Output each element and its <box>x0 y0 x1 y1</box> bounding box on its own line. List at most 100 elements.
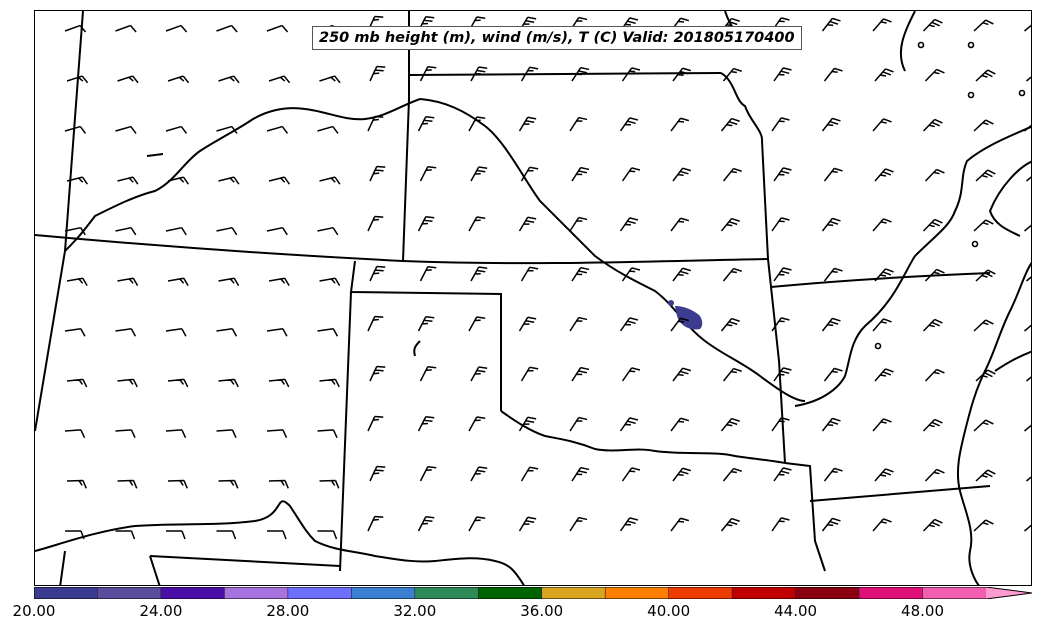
wind-barb <box>166 530 186 540</box>
colorbar-bin <box>34 587 98 599</box>
wind-barb <box>874 68 894 82</box>
wind-barb <box>621 467 641 482</box>
wind-barb <box>722 267 742 282</box>
wind-barb <box>369 165 386 182</box>
wind-barb <box>922 418 943 432</box>
colorbar-bin <box>732 587 797 599</box>
colorbar-bin <box>97 587 162 599</box>
city-marker <box>967 91 975 99</box>
wind-barb <box>218 277 240 286</box>
wind-barb <box>571 66 590 82</box>
wind-barb <box>619 517 639 532</box>
wind-barb <box>1026 170 1031 182</box>
colorbar-tick-label: 20.00 <box>12 602 56 620</box>
colorbar-bin <box>795 587 860 599</box>
wind-barb <box>924 268 945 282</box>
wind-barb <box>518 316 537 332</box>
wind-barb <box>872 418 892 432</box>
wind-barb <box>672 467 692 482</box>
wind-barb <box>66 176 88 185</box>
wind-barb <box>367 215 384 232</box>
wind-barb <box>468 116 486 132</box>
wind-barb <box>821 117 841 132</box>
wind-barb <box>216 530 237 540</box>
wind-barb <box>417 415 435 432</box>
wind-barb <box>117 479 138 489</box>
colorbar-bin <box>859 587 924 599</box>
wind-barb <box>973 319 994 332</box>
wind-barb <box>66 479 87 489</box>
colorbar-tick-label: 32.00 <box>393 602 437 620</box>
wind-barb <box>470 366 488 382</box>
temperature-shading <box>668 300 703 330</box>
wind-barb <box>319 479 340 489</box>
wind-barb <box>922 18 943 32</box>
wind-barb <box>571 166 590 182</box>
wind-barb <box>619 317 639 332</box>
wind-barb <box>167 277 189 286</box>
wind-barb <box>468 516 486 532</box>
wind-barb <box>267 530 287 540</box>
wind-barb <box>468 216 486 232</box>
wind-barb <box>670 217 690 232</box>
wind-barb <box>571 466 590 482</box>
wind-barb <box>167 378 189 388</box>
wind-barb <box>720 417 740 432</box>
wind-barb <box>216 125 238 134</box>
wind-barb <box>621 67 641 82</box>
wind-barb <box>1026 470 1031 482</box>
wind-barb <box>722 367 742 382</box>
colorbar-tick-label: 48.00 <box>901 602 945 620</box>
wind-barb <box>872 318 892 332</box>
wind-barb <box>924 68 945 82</box>
wind-barb <box>672 367 692 382</box>
wind-barb <box>720 217 740 232</box>
wind-barb <box>821 417 841 432</box>
wind-barb <box>874 368 894 382</box>
wind-barb <box>975 469 996 482</box>
wind-barb <box>823 67 843 82</box>
wind-barb <box>520 166 539 182</box>
wind-barb <box>165 328 187 337</box>
wind-barb <box>216 226 238 236</box>
wind-barb <box>520 466 539 482</box>
wind-barb <box>117 176 139 185</box>
map-panel: 250 mb height (m), wind (m/s), T (C) Val… <box>34 10 1032 586</box>
map-canvas <box>35 11 1031 585</box>
wind-barb <box>722 467 742 482</box>
wind-barb <box>621 167 641 182</box>
wind-barb <box>317 226 339 236</box>
wind-barb <box>470 166 488 182</box>
wind-barb <box>571 366 590 382</box>
colorbar-bins <box>34 587 1032 599</box>
wind-barb <box>367 415 384 432</box>
colorbar <box>34 587 1032 599</box>
wind-barb <box>569 116 588 132</box>
wind-barb <box>115 125 137 134</box>
wind-barb <box>520 366 539 382</box>
wind-barb <box>720 317 740 332</box>
wind-barb <box>216 24 238 33</box>
wind-barb <box>419 65 437 82</box>
wind-barb <box>417 15 435 32</box>
wind-barb <box>670 517 690 532</box>
wind-barb <box>369 365 386 382</box>
wind-barb <box>569 216 588 232</box>
wind-barb <box>1024 520 1031 532</box>
wind-barb <box>872 118 892 132</box>
wind-barb <box>821 517 841 532</box>
city-markers <box>874 41 1026 350</box>
wind-barb <box>619 217 639 232</box>
wind-barb <box>722 167 742 182</box>
wind-barb <box>874 268 894 282</box>
city-marker <box>1018 89 1026 97</box>
wind-barb <box>773 167 792 182</box>
wind-barb <box>66 277 88 286</box>
wind-barb <box>973 119 994 132</box>
wind-barb <box>924 168 945 182</box>
wind-barb <box>621 267 641 282</box>
wind-barb <box>722 67 742 82</box>
wind-barb <box>319 75 341 84</box>
wind-barb <box>823 467 843 482</box>
wind-barb <box>1026 270 1031 282</box>
